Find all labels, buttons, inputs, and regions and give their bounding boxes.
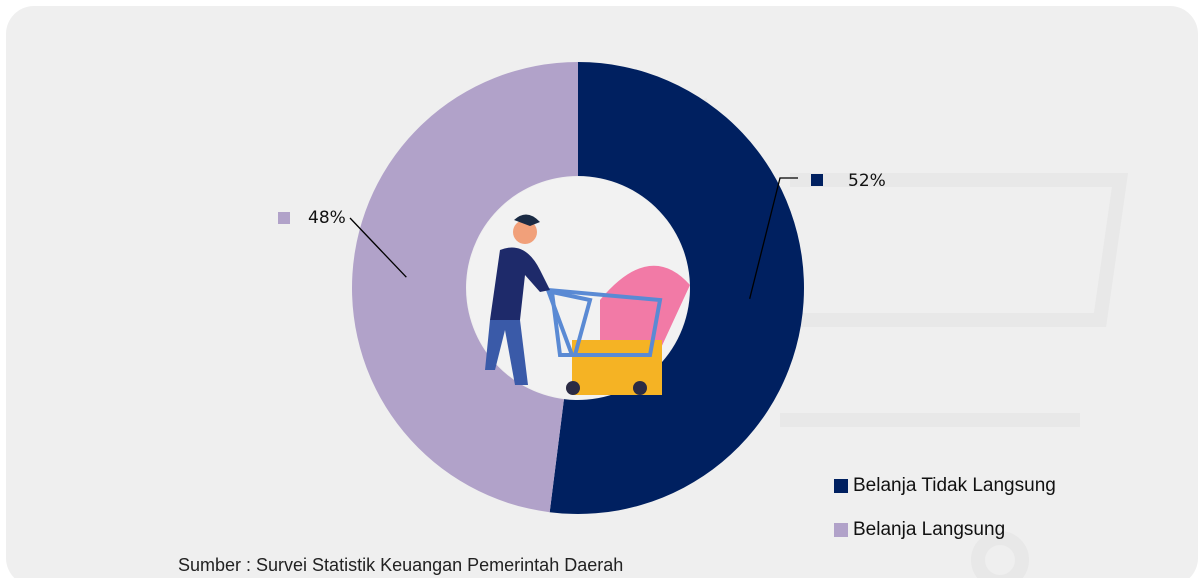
source-note: Sumber : Survei Statistik Keuangan Pemer…	[178, 555, 623, 575]
legend-label: Belanja Tidak Langsung	[853, 475, 1056, 496]
illustration	[467, 177, 690, 399]
label-marker	[811, 174, 823, 186]
donut-slice	[549, 62, 805, 514]
legend-marker	[834, 523, 848, 537]
data-label: 52%	[848, 171, 886, 191]
data-label: 48%	[308, 208, 346, 228]
donut-slice	[352, 62, 578, 513]
legend-label: Belanja Langsung	[853, 519, 1005, 540]
leader-line	[749, 177, 798, 299]
legend-marker	[834, 479, 848, 493]
label-marker	[278, 212, 290, 224]
donut	[352, 62, 805, 514]
leader-line	[349, 217, 407, 278]
